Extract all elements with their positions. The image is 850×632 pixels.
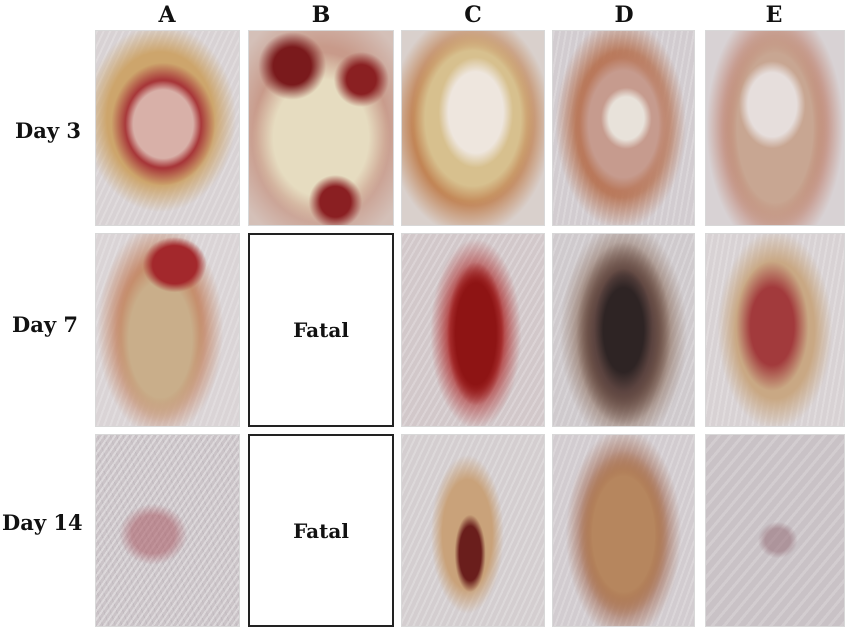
wound-photo-e-day3 bbox=[705, 30, 845, 226]
fatal-label: Fatal bbox=[293, 318, 349, 342]
column-label-a: A bbox=[158, 2, 176, 28]
wound-photo-d-day3 bbox=[552, 30, 695, 226]
wound-photo-a-day14 bbox=[95, 434, 240, 627]
column-label-c: C bbox=[464, 2, 482, 28]
row-label-day-3: Day 3 bbox=[15, 118, 81, 143]
wound-photo-c-day14 bbox=[401, 434, 545, 627]
wound-photo-c-day3 bbox=[401, 30, 545, 226]
row-label-day-14: Day 14 bbox=[2, 510, 83, 535]
wound-photo-d-day7 bbox=[552, 233, 695, 427]
row-label-day-7: Day 7 bbox=[12, 312, 78, 337]
fatal-cell-b-day7: Fatal bbox=[248, 233, 394, 427]
wound-photo-e-day7 bbox=[705, 233, 845, 427]
fatal-cell-b-day14: Fatal bbox=[248, 434, 394, 627]
column-label-e: E bbox=[765, 2, 783, 28]
wound-photo-b-day3 bbox=[248, 30, 394, 226]
wound-photo-c-day7 bbox=[401, 233, 545, 427]
wound-photo-e-day14 bbox=[705, 434, 845, 627]
column-label-b: B bbox=[311, 2, 331, 28]
wound-photo-d-day14 bbox=[552, 434, 695, 627]
wound-photo-a-day7 bbox=[95, 233, 240, 427]
fatal-label: Fatal bbox=[293, 518, 349, 543]
column-label-d: D bbox=[614, 2, 634, 28]
wound-photo-a-day3 bbox=[95, 30, 240, 226]
